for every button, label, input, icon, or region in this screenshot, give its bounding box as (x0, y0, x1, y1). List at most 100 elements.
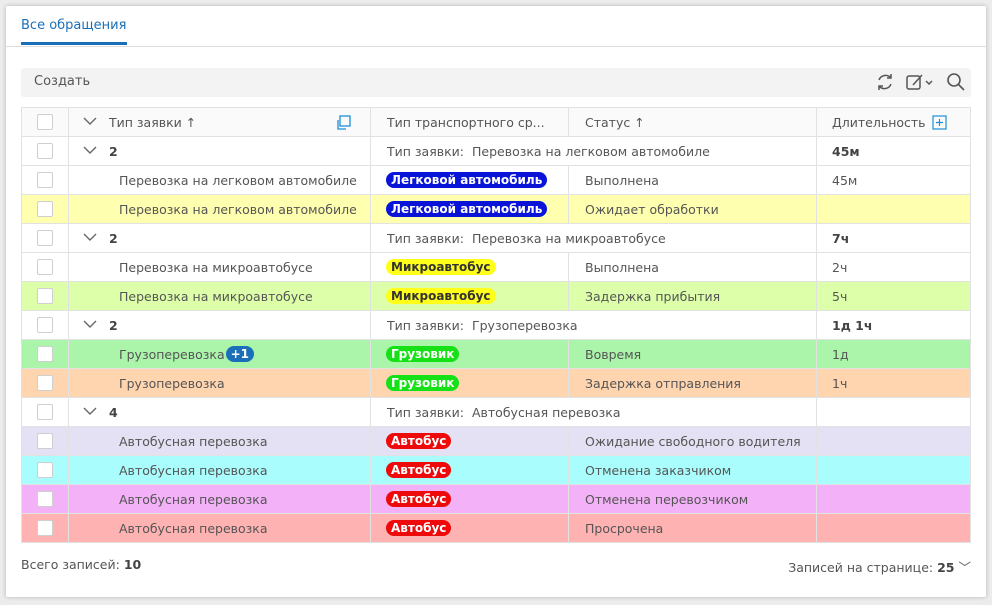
group-row: 4 Тип заявки: Автобусная перевозка (21, 398, 971, 427)
type-cell: Автобусная перевозка (69, 456, 371, 484)
status-cell: Задержка отправления (569, 369, 817, 397)
duration-cell: 45м (817, 137, 970, 165)
refresh-icon[interactable] (878, 74, 892, 90)
vehicle-badge: Грузовик (386, 346, 460, 362)
total-value: 10 (123, 557, 142, 572)
sort-icon[interactable]: ↑ (634, 114, 645, 130)
request-type: Перевозка на легковом автомобиле (119, 172, 357, 188)
type-cell: Грузоперевозка +1 (69, 340, 371, 368)
status: Выполнена (585, 172, 659, 188)
vehicle-cell: Автобус (371, 514, 569, 542)
vehicle-cell: Автобус (371, 485, 569, 513)
status-cell: Выполнена (569, 253, 817, 281)
request-type: Грузоперевозка (119, 375, 225, 391)
checkbox-cell (22, 398, 69, 426)
vehicle-cell: Легковой автомобиль (371, 166, 569, 194)
vehicle-cell: Грузовик (371, 340, 569, 368)
edit-icon[interactable] (906, 74, 933, 90)
checkbox[interactable] (37, 491, 53, 507)
checkbox[interactable] (37, 172, 53, 188)
vehicle-badge: Автобус (386, 433, 452, 449)
checkbox[interactable] (37, 114, 53, 130)
checkbox[interactable] (37, 288, 53, 304)
group-toggle[interactable] (69, 315, 109, 335)
vehicle-badge: Автобус (386, 520, 452, 536)
checkbox[interactable] (37, 230, 53, 246)
checkbox[interactable] (37, 462, 53, 478)
table-row: Перевозка на легковом автомобиле Легковой… (21, 166, 971, 195)
group-label: Тип заявки: (387, 230, 464, 246)
checkbox[interactable] (37, 317, 53, 333)
checkbox-cell (22, 340, 69, 368)
group-label: Тип заявки: (387, 317, 464, 333)
group-count: 4 (109, 404, 118, 420)
status-cell: Просрочена (569, 514, 817, 542)
group-count: 2 (109, 143, 118, 159)
toolbar-icons (878, 73, 965, 91)
column-title[interactable]: Длительность (832, 114, 926, 130)
per-page-label: Записей на странице: (788, 560, 934, 575)
group-cell: 2 (69, 311, 371, 339)
checkbox[interactable] (37, 404, 53, 420)
checkbox[interactable] (37, 520, 53, 536)
column-title[interactable]: Статус (585, 114, 631, 130)
search-icon[interactable] (947, 73, 965, 91)
group-cell: 2 (69, 224, 371, 252)
duration: 45м (832, 172, 858, 188)
group-row: 2 Тип заявки: Перевозка на микроавтобусе 7ч (21, 224, 971, 253)
table-row: Перевозка на легковом автомобиле Легковой… (21, 195, 971, 224)
status-cell: Ожидает обработки (569, 195, 817, 223)
checkbox[interactable] (37, 201, 53, 217)
group-value: Автобусная перевозка (471, 404, 621, 420)
checkbox[interactable] (37, 375, 53, 391)
checkbox[interactable] (37, 143, 53, 159)
chevron[interactable] (69, 112, 109, 132)
total: Всего записей: 10 (21, 557, 141, 572)
duration: 1д (832, 346, 849, 362)
header-cell (22, 108, 69, 136)
request-type: Перевозка на микроавтобусе (119, 288, 313, 304)
table-row: Автобусная перевозка Автобус Ожидание своб… (21, 427, 971, 456)
vehicle-cell: Грузовик (371, 369, 569, 397)
status: Ожидает обработки (585, 201, 719, 217)
group-toggle[interactable] (69, 228, 109, 248)
group-duration: 45м (832, 143, 860, 159)
duration-cell (817, 485, 970, 513)
toolbar (21, 68, 971, 97)
request-type: Перевозка на легковом автомобиле (119, 201, 357, 217)
duration-cell (817, 514, 970, 542)
request-type: Грузоперевозка (119, 346, 225, 362)
sort-icon[interactable]: ↑ (185, 114, 197, 130)
group-cell: 2 (69, 137, 371, 165)
vehicle-cell: Автобус (371, 456, 569, 484)
checkbox-cell (22, 137, 69, 165)
duration-cell: 7ч (817, 224, 970, 252)
type-cell: Перевозка на легковом автомобиле (69, 166, 371, 194)
tab[interactable]: Все обращения (21, 18, 127, 33)
group-value: Перевозка на легковом автомобиле (471, 143, 710, 159)
column-title[interactable]: Тип транспортного ср... (387, 114, 545, 130)
checkbox[interactable] (37, 346, 53, 362)
status-cell: Отменена заказчиком (569, 456, 817, 484)
group-toggle[interactable] (69, 141, 109, 161)
checkbox[interactable] (37, 259, 53, 275)
table-row: Перевозка на микроавтобусе Микроавтобус За… (21, 282, 971, 311)
create-button[interactable]: Создать (34, 74, 91, 89)
group-toggle[interactable] (69, 402, 109, 422)
duration-cell (817, 398, 970, 426)
more-badge[interactable]: +1 (225, 346, 255, 362)
per-page[interactable]: Записей на странице: 25 ﹀ (788, 557, 971, 576)
status: Ожидание свободного водителя (585, 433, 801, 449)
copy-icon[interactable] (335, 115, 351, 131)
column-title[interactable]: Тип заявки (109, 114, 182, 130)
checkbox-cell (22, 311, 69, 339)
vehicle-cell: Легковой автомобиль (371, 195, 569, 223)
group-row: 2 Тип заявки: Перевозка на легковом автомо… (21, 137, 971, 166)
header-cell: Длительность (817, 108, 970, 136)
checkbox[interactable] (37, 433, 53, 449)
vehicle-cell: Микроавтобус (371, 253, 569, 281)
add-column-icon[interactable] (931, 114, 947, 130)
duration: 5ч (832, 288, 848, 304)
request-type: Автобусная перевозка (119, 491, 268, 507)
vehicle-cell: Автобус (371, 427, 569, 455)
